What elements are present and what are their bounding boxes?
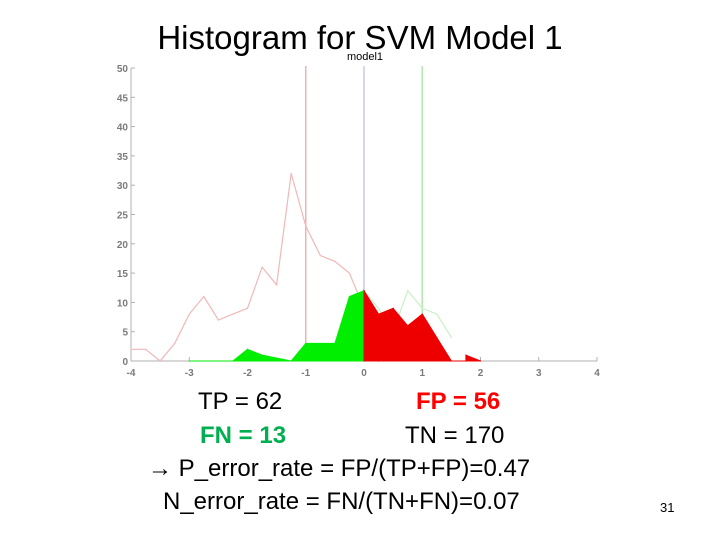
- data-point: [377, 313, 380, 315]
- data-point: [363, 360, 365, 362]
- page-number: 31: [660, 500, 675, 515]
- arrow-right-icon: →: [148, 455, 172, 482]
- data-point: [450, 360, 452, 362]
- data-point: [188, 313, 190, 315]
- chart-title: model1: [347, 51, 383, 63]
- data-point: [334, 260, 336, 262]
- data-point: [348, 272, 351, 274]
- x-tick-label: 4: [594, 368, 600, 379]
- data-point: [465, 360, 467, 362]
- data-point: [290, 172, 292, 175]
- y-tick-label: 15: [117, 269, 129, 280]
- data-point: [261, 266, 263, 268]
- data-point: [363, 290, 365, 292]
- data-point: [421, 313, 423, 315]
- y-tick-label: 50: [117, 64, 129, 75]
- data-point: [188, 360, 190, 362]
- fp-label: FP = 56: [416, 388, 501, 415]
- data-point: [465, 354, 467, 356]
- data-point: [246, 348, 249, 350]
- data-point: [436, 313, 438, 315]
- p-error-rate-line: → P_error_rate = FP/(TP+FP)=0.47: [148, 455, 530, 483]
- data-point: [348, 295, 351, 298]
- data-point: [144, 348, 147, 350]
- y-tick-label: 45: [117, 93, 129, 104]
- p-error-rate: P_error_rate = FP/(TP+FP)=0.47: [178, 455, 531, 482]
- x-tick-label: -3: [185, 368, 194, 379]
- y-tick-label: 10: [117, 298, 129, 309]
- x-tick-label: 3: [536, 368, 542, 379]
- x-tick-label: -2: [243, 368, 252, 379]
- data-point: [159, 360, 161, 362]
- data-point: [261, 354, 263, 356]
- y-tick-label: 0: [122, 357, 128, 368]
- x-tick-label: -4: [127, 368, 136, 379]
- data-point: [246, 307, 249, 309]
- data-point: [174, 342, 176, 345]
- series-area-2: [189, 289, 365, 362]
- data-point: [436, 336, 438, 339]
- data-point: [479, 360, 482, 362]
- data-point: [232, 360, 234, 362]
- x-tick-label: 1: [419, 368, 425, 379]
- data-point: [319, 342, 321, 345]
- y-tick-label: 20: [117, 240, 129, 251]
- n-error-rate: N_error_rate = FN/(TN+FN)=0.07: [163, 488, 520, 515]
- data-point: [130, 348, 132, 350]
- slide-title: Histogram for SVM Model 1: [157, 19, 563, 56]
- y-tick-label: 5: [122, 328, 128, 339]
- data-point: [276, 284, 278, 286]
- data-point: [217, 319, 219, 321]
- y-tick-label: 30: [117, 181, 129, 192]
- data-point: [334, 342, 336, 345]
- data-point: [421, 307, 423, 309]
- chart-series: [130, 172, 482, 363]
- tp-label: TP = 62: [198, 388, 283, 415]
- data-point: [377, 307, 380, 309]
- data-point: [305, 225, 307, 227]
- data-point: [232, 313, 234, 315]
- data-point: [407, 290, 409, 292]
- x-tick-label: 0: [361, 368, 367, 379]
- y-tick-label: 40: [117, 123, 129, 134]
- data-point: [407, 325, 409, 327]
- y-tick-label: 35: [117, 152, 129, 163]
- data-point: [392, 307, 394, 309]
- series-area-3: [363, 288, 481, 362]
- x-tick-label: -1: [301, 368, 310, 379]
- data-point: [305, 342, 307, 345]
- x-tick-label: 2: [478, 368, 484, 379]
- data-point: [290, 360, 292, 362]
- data-point: [203, 295, 205, 298]
- tn-label: TN = 170: [405, 422, 505, 449]
- data-point: [450, 336, 452, 339]
- fn-label: FN = 13: [200, 422, 287, 449]
- data-point: [319, 254, 321, 257]
- y-tick-label: 25: [117, 211, 129, 222]
